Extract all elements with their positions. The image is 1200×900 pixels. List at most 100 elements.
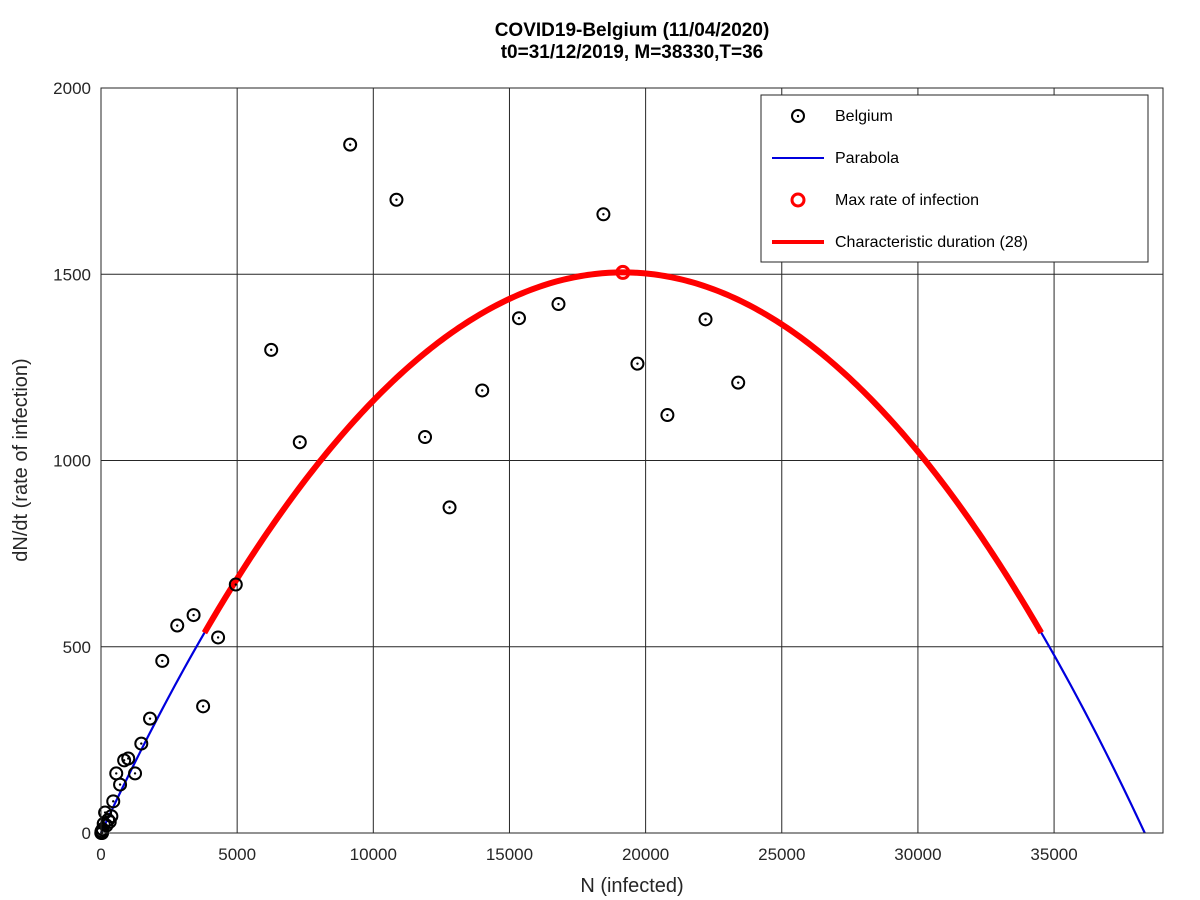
data-point-ring-33 [596,207,611,222]
data-point-dot-30 [481,389,484,392]
data-point-dot-9 [110,815,113,818]
x-tick-label-5: 25000 [758,845,805,864]
data-point-ring-7 [101,812,116,827]
data-point-ring-23 [228,577,243,592]
data-point-dot-15 [133,772,137,775]
data-point-ring-21 [196,699,211,714]
data-point-dot-27 [395,198,398,201]
x-tick-label-6: 30000 [894,845,941,864]
data-point-28 [418,430,433,445]
x-tick-label-7: 35000 [1030,845,1077,864]
x-tick-label-3: 15000 [486,845,533,864]
y-tick-label-0: 0 [82,824,91,843]
data-point-29 [442,500,457,515]
data-point-ring-15 [128,766,143,781]
data-point-dot-31 [517,317,521,320]
chart-title: COVID19-Belgium (11/04/2020) [495,20,770,41]
x-tick-label-1: 5000 [218,845,256,864]
data-point-20 [186,608,201,623]
data-point-dot-17 [148,717,152,720]
y-axis-label: dN/dt (rate of infection) [10,358,32,561]
data-point-dot-26 [348,143,352,146]
data-point-10 [106,794,121,809]
data-point-36 [698,312,713,327]
data-point-30 [475,383,490,398]
data-point-dot-29 [448,506,451,509]
data-point-dot-19 [176,624,179,627]
data-point-dot-34 [636,362,639,365]
legend-entry-belgium: Belgium [791,108,893,125]
data-point-ring-9 [104,809,119,824]
data-point-ring-26 [343,137,358,152]
legend-label-parabola: Parabola [835,150,899,167]
data-point-17 [143,711,158,726]
data-point-22 [211,630,226,645]
legend-entry-max-rate: Max rate of infection [790,192,979,209]
data-point-33 [596,207,611,222]
data-point-ring-16 [134,736,149,751]
y-tick-label-1: 500 [63,638,91,657]
data-point-ring-14 [121,751,136,766]
data-point-dot-12 [118,783,122,786]
chart-subtitle: t0=31/12/2019, M=38330,T=36 [501,42,764,63]
data-point-18 [155,653,170,668]
characteristic-duration-line [201,269,1044,635]
data-point-dot-11 [115,772,118,775]
data-point-ring-30 [475,383,490,398]
data-point-ring-10 [106,794,121,809]
data-point-ring-36 [698,312,713,327]
legend-symbol-belgium-dot [796,114,800,118]
data-point-25 [292,435,307,450]
data-point-ring-34 [630,356,645,371]
data-point-9 [104,809,119,824]
data-point-dot-33 [602,213,605,216]
data-point-ring-32 [551,297,566,312]
data-point-ring-12 [113,777,128,792]
data-point-dot-24 [269,348,273,352]
legend-symbol-max-rate [790,192,806,208]
data-point-dot-23 [234,583,237,586]
data-point-32 [551,297,566,312]
y-tick-label-3: 1500 [53,265,91,284]
data-point-dot-22 [216,636,220,639]
data-point-ring-29 [442,500,457,515]
data-point-24 [264,342,279,357]
data-point-19 [170,618,185,633]
x-tick-label-0: 0 [96,845,105,864]
data-point-ring-18 [155,653,170,668]
legend-box [760,94,1149,263]
axes-box [100,87,1164,834]
data-point-dot-16 [140,742,143,745]
legend-entry-characteristic-duration: Characteristic duration (28) [772,234,1028,251]
data-point-ring-31 [511,311,526,326]
data-point-ring-20 [186,608,201,623]
data-point-34 [630,356,645,371]
data-point-dot-20 [192,613,195,617]
data-point-ring-17 [143,711,158,726]
data-point-dot-35 [666,413,669,417]
x-tick-label-2: 10000 [350,845,397,864]
data-point-35 [660,408,675,423]
data-point-ring-28 [418,430,433,445]
data-point-31 [511,311,526,326]
data-point-dot-18 [161,659,164,663]
data-point-dot-28 [423,435,427,439]
legend-label-characteristic-duration: Characteristic duration (28) [835,234,1028,251]
data-point-37 [731,375,746,390]
y-tick-label-4: 2000 [53,79,91,98]
data-point-16 [134,736,149,751]
data-point-dot-32 [557,302,560,306]
data-point-23 [228,577,243,592]
x-tick-label-4: 20000 [622,845,669,864]
legend-symbol-belgium [791,109,805,123]
data-point-27 [389,192,404,207]
data-point-ring-37 [731,375,746,390]
data-point-dot-21 [201,705,205,708]
data-point-dot-25 [298,441,301,444]
curve-layer [100,269,1146,834]
data-point-26 [343,137,358,152]
data-point-ring-19 [170,618,185,633]
data-point-dot-37 [737,381,740,384]
